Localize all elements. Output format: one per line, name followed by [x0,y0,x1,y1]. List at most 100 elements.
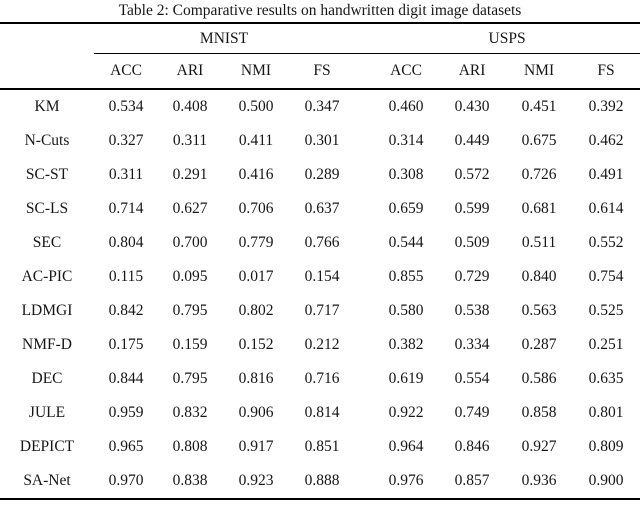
metric-value: 0.392 [588,98,624,115]
metric-value: 0.154 [304,268,340,285]
metric-value: 0.552 [588,234,624,251]
metric-value: 0.832 [172,404,208,421]
method-label: DEPICT [19,438,75,455]
metric-value: 0.804 [108,234,144,251]
metric-value: 0.430 [454,98,490,115]
metric-value: 0.846 [454,438,490,455]
metric-value: 0.451 [521,98,557,115]
metric-value: 0.554 [454,370,490,387]
method-label: NMF-D [22,336,72,353]
metric-value: 0.614 [588,200,624,217]
column-gap [354,328,374,362]
column-gap [354,124,374,158]
table-row: JULE 0.959 0.832 0.906 0.814 0.922 0.749 0.858 0… [0,396,640,430]
metric-value: 0.287 [521,336,557,353]
metric-value: 0.627 [172,200,208,217]
metric-value: 0.964 [388,438,424,455]
metric-value: 0.927 [521,438,557,455]
method-label: SA-Net [23,472,71,489]
metric-value: 0.511 [521,234,557,251]
group-header-row: MNIST USPS [0,23,640,54]
metric-value: 0.814 [304,404,340,421]
method-label: AC-PIC [21,268,73,285]
metric-value: 0.382 [388,336,424,353]
metric-value: 0.152 [238,336,274,353]
metric-value: 0.416 [238,166,274,183]
column-gap [354,192,374,226]
metric-value: 0.572 [454,166,490,183]
metric-value: 0.857 [454,472,490,489]
metric-value: 0.659 [388,200,424,217]
method-label: DEC [31,370,63,387]
metric-value: 0.809 [588,438,624,455]
column-gap [354,158,374,192]
group-header-stub [0,23,94,54]
metric-value: 0.115 [108,268,144,285]
metric-value: 0.855 [388,268,424,285]
method-label: SC-ST [25,166,69,183]
metric-header-stub [0,53,94,90]
column-gap [354,260,374,294]
metric-value: 0.754 [588,268,624,285]
metric-value: 0.838 [172,472,208,489]
metric-value: 0.462 [588,132,624,149]
metric-value: 0.347 [304,98,340,115]
metric-value: 0.802 [238,302,274,319]
metric-header-mnist-acc: ACC [94,53,158,90]
metric-value: 0.749 [454,404,490,421]
metric-value: 0.816 [238,370,274,387]
metric-header-mnist-ari: ARI [158,53,222,90]
metric-value: 0.017 [238,268,274,285]
method-label: SC-LS [25,200,69,217]
metric-value: 0.729 [454,268,490,285]
metric-value: 0.716 [304,370,340,387]
table-row: N-Cuts 0.327 0.311 0.411 0.301 0.314 0.449 0.67… [0,124,640,158]
metric-value: 0.544 [388,234,424,251]
metric-value: 0.681 [521,200,557,217]
metric-value: 0.534 [108,98,144,115]
metric-value: 0.411 [238,132,274,149]
column-gap [354,89,374,124]
column-gap [354,294,374,328]
results-table: MNIST USPS ACC ARI NMI FS ACC ARI NMI FS… [0,22,640,500]
metric-value: 0.675 [521,132,557,149]
column-gap [354,430,374,464]
metric-value: 0.959 [108,404,144,421]
metric-value: 0.706 [238,200,274,217]
method-label: JULE [28,404,66,421]
metric-value: 0.460 [388,98,424,115]
table-row: SC-LS 0.714 0.627 0.706 0.637 0.659 0.599 0.681… [0,192,640,226]
metric-value: 0.580 [388,302,424,319]
metric-value: 0.637 [304,200,340,217]
metric-value: 0.917 [238,438,274,455]
metric-value: 0.795 [172,302,208,319]
metric-value: 0.801 [588,404,624,421]
metric-value: 0.858 [521,404,557,421]
metric-value: 0.175 [108,336,144,353]
table-row: DEC 0.844 0.795 0.816 0.716 0.619 0.554 0.586 0.… [0,362,640,396]
metric-value: 0.922 [388,404,424,421]
table-row: DEPICT 0.965 0.808 0.917 0.851 0.964 0.846 0.92… [0,430,640,464]
metric-value: 0.308 [388,166,424,183]
metric-value: 0.779 [238,234,274,251]
table-row: SEC 0.804 0.700 0.779 0.766 0.544 0.509 0.511 0.… [0,226,640,260]
column-gap [354,362,374,396]
metric-value: 0.900 [588,472,624,489]
metric-value: 0.311 [108,166,144,183]
column-gap [354,396,374,430]
method-label: KM [34,98,60,115]
method-label: LDMGI [21,302,73,319]
metric-value: 0.840 [521,268,557,285]
table-row: KM 0.534 0.408 0.500 0.347 0.460 0.430 0.451 0.3… [0,89,640,124]
table-row: LDMGI 0.842 0.795 0.802 0.717 0.580 0.538 0.563… [0,294,640,328]
metric-value: 0.700 [172,234,208,251]
metric-value: 0.449 [454,132,490,149]
method-label: SEC [32,234,62,251]
metric-value: 0.599 [454,200,490,217]
metric-header-usps-fs: FS [572,53,640,90]
metric-value: 0.491 [588,166,624,183]
metric-value: 0.314 [388,132,424,149]
metric-header-row: ACC ARI NMI FS ACC ARI NMI FS [0,53,640,90]
metric-value: 0.408 [172,98,208,115]
group-header-mnist: MNIST [94,23,355,54]
